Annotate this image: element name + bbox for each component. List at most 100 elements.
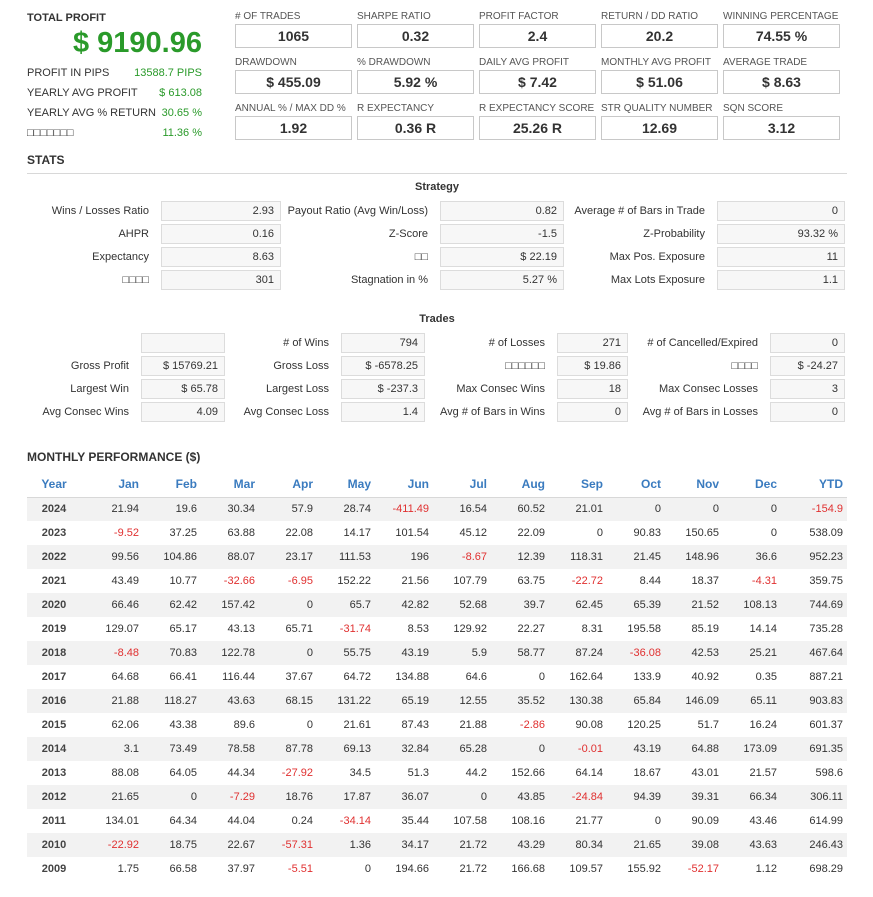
table-row: 2023 -9.52 37.25 63.88 22.08 14.17 101.54 45.12… (27, 521, 847, 545)
value-cell: 35.52 (491, 689, 549, 713)
value-cell: 65.17 (169, 623, 197, 635)
value-cell: 104.86 (143, 545, 201, 569)
value-cell: 36.07 (375, 785, 433, 809)
value-cell: 0 (259, 641, 317, 665)
stat-value: 4.09 (141, 402, 225, 422)
value-cell: 43.63 (723, 833, 781, 857)
table-row: 2020 66.46 62.42 157.42 0 65.7 42.82 52.68 39.7 6… (27, 593, 847, 617)
column-header-sep: Sep (549, 471, 607, 498)
value-cell: 116.44 (222, 671, 255, 683)
value-cell: 51.3 (407, 767, 429, 779)
value-cell: 65.11 (723, 689, 781, 713)
stat-label: Max Consec Losses (658, 383, 758, 395)
metric-label: SQN SCORE (723, 103, 784, 114)
value-cell: -8.67 (433, 545, 491, 569)
value-cell: 10.77 (169, 575, 197, 587)
metric-label: WINNING PERCENTAGE (723, 11, 839, 22)
stat-label: Avg Consec Loss (243, 406, 329, 418)
metric-label: % DRAWDOWN (357, 57, 431, 68)
column-header-ytd: YTD (781, 471, 847, 498)
value-cell: 66.41 (169, 671, 197, 683)
value-cell: 166.68 (511, 863, 545, 875)
metric-label: AVERAGE TRADE (723, 57, 808, 68)
value-cell: 744.69 (781, 593, 847, 617)
metric-r-expectancy-score: R EXPECTANCY SCORE 25.26 R (479, 103, 596, 140)
stat-value: 93.32 % (717, 224, 845, 244)
value-cell: 0 (433, 785, 491, 809)
value-cell: 306.11 (781, 785, 847, 809)
value-cell: 34.5 (349, 767, 371, 779)
value-cell: 44.2 (465, 767, 487, 779)
value-cell: 8.53 (407, 623, 429, 635)
value-cell: -154.9 (781, 497, 847, 521)
stat-label: Max Consec Wins (456, 383, 545, 395)
summary-row-yearly-avg-return: YEARLY AVG % RETURN 30.65 % (27, 107, 202, 123)
summary-value: 13588.7 PIPS (134, 67, 202, 79)
value-cell: 64.68 (111, 671, 139, 683)
table-row: 2009 1.75 66.58 37.97 -5.51 0 194.66 21.72 166.6… (27, 857, 847, 881)
value-cell: 39.31 (665, 785, 723, 809)
stat-value: 5.27 % (440, 270, 564, 290)
value-cell: 43.49 (111, 575, 139, 587)
value-cell: 134.88 (395, 671, 429, 683)
value-cell: 16.54 (433, 497, 491, 521)
value-cell: 130.38 (549, 689, 607, 713)
value-cell: 21.65 (607, 833, 665, 857)
stat-label: AHPR (118, 228, 149, 240)
value-cell: 69.13 (317, 737, 375, 761)
value-cell: 21.65 (85, 785, 143, 809)
year-cell: 2021 (41, 575, 67, 587)
year-cell: 2013 (41, 767, 67, 779)
value-cell: 43.29 (491, 833, 549, 857)
value-cell: 68.15 (259, 689, 317, 713)
metric-drawdown: DRAWDOWN $ 455.09 (235, 57, 352, 94)
value-cell: 42.53 (665, 641, 723, 665)
year-cell: 2016 (27, 689, 85, 713)
value-cell: 614.99 (809, 815, 843, 827)
monthly-header-row: Year Jan Feb Mar Apr May Jun Jul Aug Sep Oct Nov Dec… (27, 471, 847, 498)
column-header-dec: Dec (723, 471, 781, 498)
value-cell: 40.92 (691, 671, 719, 683)
value-cell: 3.1 (85, 737, 143, 761)
value-cell: 21.94 (85, 497, 143, 521)
stat-value: 301 (161, 270, 281, 290)
value-cell: 0 (491, 737, 549, 761)
value-cell: 111.53 (317, 545, 375, 569)
metric-monthly-avg-profit: MONTHLY AVG PROFIT $ 51.06 (601, 57, 718, 94)
stat-value: 2.93 (161, 201, 281, 221)
value-cell: 150.65 (685, 527, 719, 539)
value-cell: 22.67 (201, 833, 259, 857)
value-cell: 88.07 (201, 545, 259, 569)
value-cell: 25.21 (723, 641, 781, 665)
metric-sharpe-ratio: SHARPE RATIO 0.32 (357, 11, 474, 48)
metric-label: PROFIT FACTOR (479, 11, 559, 22)
value-cell: -7.29 (201, 785, 259, 809)
stat-value: $ 65.78 (141, 379, 225, 399)
stat-label: Gross Profit (70, 360, 129, 372)
value-cell: 89.6 (233, 719, 255, 731)
value-cell: 14.17 (343, 527, 371, 539)
stat-value: 11 (717, 247, 845, 267)
value-cell: 65.84 (607, 689, 665, 713)
year-cell: 2012 (27, 785, 85, 809)
value-cell: -2.86 (519, 719, 545, 731)
value-cell: 64.14 (575, 767, 603, 779)
value-cell: -8.48 (85, 641, 143, 665)
stat-label: Max Lots Exposure (610, 274, 705, 286)
value-cell: 0 (306, 719, 313, 731)
column-header-aug: Aug (491, 471, 549, 498)
value-cell: 44.04 (227, 815, 255, 827)
value-cell: 99.56 (85, 545, 143, 569)
value-cell: 887.21 (809, 671, 843, 683)
metric-daily-avg-profit: DAILY AVG PROFIT $ 7.42 (479, 57, 596, 94)
stat-value: 0 (557, 402, 628, 422)
value-cell: 90.09 (691, 815, 719, 827)
value-cell: 65.7 (317, 593, 375, 617)
summary-row-yearly-avg-profit: YEARLY AVG PROFIT $ 613.08 (27, 87, 202, 103)
value-cell: 0 (665, 497, 723, 521)
value-cell: 101.54 (395, 527, 429, 539)
summary-value: $ 613.08 (159, 87, 202, 99)
value-cell: 157.42 (201, 593, 259, 617)
table-row: 2014 3.1 73.49 78.58 87.78 69.13 32.84 65.28 0 -0… (27, 737, 847, 761)
stat-value: 1.4 (341, 402, 425, 422)
